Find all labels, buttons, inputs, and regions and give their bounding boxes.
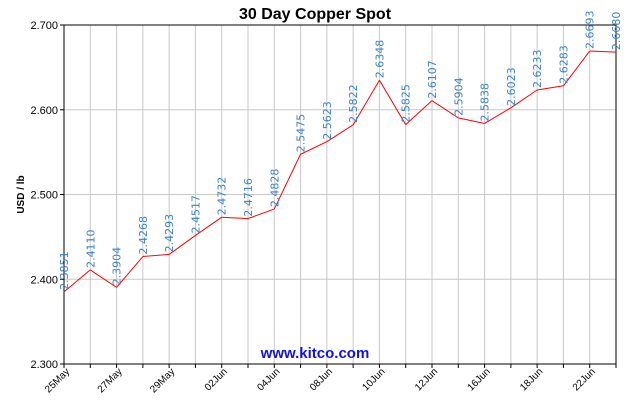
y-tick-label: 2.400 (30, 274, 58, 286)
data-labels: 2.3851 2.4110 2.3904 2.4268 2.4293 2.4517 2.47… (58, 11, 623, 290)
series-segment (63, 269, 91, 293)
series-segment (300, 141, 328, 155)
data-label: 2.4268 (137, 216, 150, 255)
y-tick-label: 2.300 (30, 359, 58, 371)
gridlines (64, 24, 616, 365)
data-label: 2.4828 (268, 169, 281, 208)
x-tick-label: 27May (96, 366, 125, 395)
data-label: 2.4110 (84, 229, 97, 268)
data-label: 2.4293 (163, 214, 176, 253)
data-label: 2.3851 (58, 251, 71, 290)
data-label: 2.6348 (373, 40, 386, 79)
series-segment (378, 80, 407, 125)
x-tick-label: 18Jun (518, 366, 545, 393)
chart-title: 30 Day Copper Spot (239, 6, 392, 23)
data-label: 2.5904 (452, 77, 465, 116)
x-tick-label: 10Jun (361, 366, 388, 393)
data-label: 2.5475 (295, 114, 308, 153)
series-segment (273, 154, 302, 210)
data-label: 2.6107 (426, 60, 439, 99)
y-tick-label: 2.600 (30, 105, 58, 117)
x-tick-label: 02Jun (203, 366, 230, 393)
watermark-text: www.kitco.com (260, 345, 370, 362)
x-tick-label: 08Jun (308, 366, 335, 393)
data-label: 2.5822 (347, 84, 360, 123)
data-label: 2.6283 (557, 45, 570, 84)
data-label: 2.4732 (216, 177, 229, 216)
series-segment (142, 253, 170, 258)
data-label: 2.5623 (321, 101, 334, 140)
y-tick-label: 2.700 (30, 20, 58, 32)
y-tick-label: 2.500 (30, 190, 58, 202)
series-segment (537, 85, 564, 91)
series-segment (221, 216, 249, 220)
series-segment (458, 117, 485, 124)
data-label: 2.5838 (479, 83, 492, 121)
series-segment (326, 124, 354, 143)
series-segment (195, 216, 222, 236)
data-label: 2.6023 (505, 67, 518, 106)
y-axis-label: USD / lb (16, 175, 27, 213)
data-label: 2.6233 (531, 50, 544, 89)
data-label: 2.3904 (111, 247, 124, 286)
x-tick-label: 12Jun (413, 366, 440, 393)
price-series (63, 50, 617, 293)
series-segment (247, 208, 275, 220)
series-segment (168, 235, 196, 255)
x-tick-label: 04Jun (255, 366, 282, 393)
x-tick-label: 22Jun (571, 366, 598, 393)
series-segment (484, 107, 512, 124)
data-label: 2.4716 (242, 178, 255, 217)
series-segment (563, 50, 591, 87)
series-segment (510, 89, 538, 109)
series-segment (589, 50, 617, 53)
data-label: 2.6693 (584, 11, 597, 50)
x-tick-label: 16Jun (466, 366, 493, 393)
series-segment (431, 100, 459, 119)
data-label: 2.4517 (189, 195, 202, 234)
x-tick-label: 29May (148, 366, 177, 395)
series-segment (352, 80, 380, 126)
data-label: 2.6680 (610, 12, 623, 51)
series-segment (405, 100, 433, 125)
data-label: 2.5825 (400, 84, 413, 123)
series-segment (116, 256, 144, 288)
x-axis: 25May 27May 29May 02Jun 04Jun 08Jun 10Jun 12Jun… (43, 364, 617, 395)
series-segment (90, 269, 117, 288)
y-axis: 2.300 2.400 2.500 2.600 2.700 (30, 20, 64, 371)
